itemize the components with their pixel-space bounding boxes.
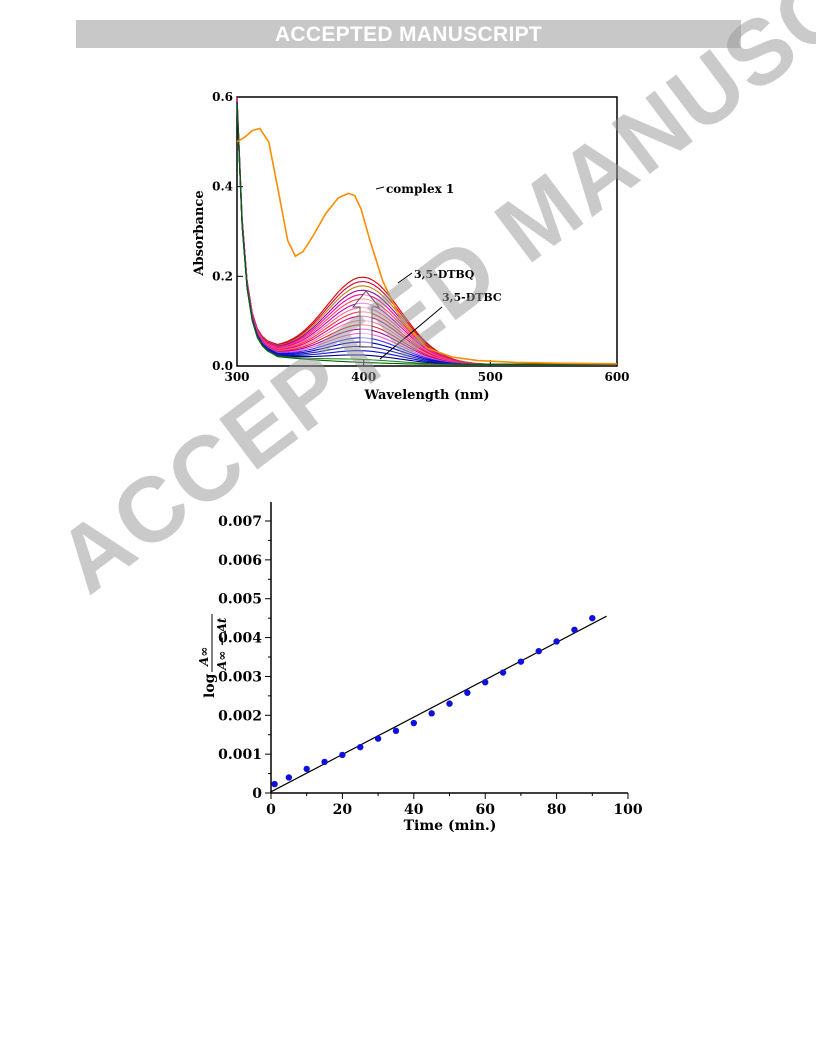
spectrum-line-2 <box>236 96 617 365</box>
x-tick-label: 80 <box>547 802 567 818</box>
increase-arrow-icon <box>351 290 381 348</box>
data-point <box>374 735 382 742</box>
data-point <box>535 647 542 655</box>
y-tick-label: 0.006 <box>218 553 262 569</box>
complex-annotation: complex 1 <box>386 182 454 196</box>
spectrum-line-20 <box>236 103 617 365</box>
spectrum-line-11 <box>236 99 617 365</box>
spectrum-line-4 <box>236 97 617 365</box>
data-point <box>446 700 453 707</box>
svg-text:A∞ − At: A∞ − At <box>215 617 229 671</box>
spectrum-line-14 <box>236 101 617 365</box>
data-point <box>410 719 417 727</box>
spectrum-line-5 <box>236 97 617 365</box>
y-tick-label: 0.004 <box>218 631 262 647</box>
y-tick-label: 0.2 <box>212 269 233 283</box>
spectrum-line-12 <box>236 100 617 365</box>
plot-frame <box>236 96 618 367</box>
y-tick-label: 0.002 <box>218 708 262 724</box>
spectrum-line-8 <box>236 98 617 365</box>
data-point <box>339 751 346 759</box>
x-tick-label: 40 <box>404 802 424 818</box>
data-point <box>428 710 435 717</box>
data-point <box>271 780 278 788</box>
absorbance-spectra-chart: 300 400 500 600 0.0 0.2 0.4 0.6 complex 1 3,5-… <box>192 90 630 403</box>
dtbc-annotation: 3,5-DTBC <box>442 291 502 304</box>
x-tick-label: 500 <box>478 370 503 384</box>
spectrum-line-6 <box>236 98 617 365</box>
y-tick-label: 0.4 <box>212 180 233 194</box>
data-point <box>589 614 596 622</box>
y-tick-label: 0.0 <box>212 359 233 373</box>
data-point <box>571 626 578 633</box>
spectrum-line-15 <box>236 101 617 365</box>
y-tick-label: 0.003 <box>218 669 262 685</box>
kinetics-plot: 0 20 40 60 80 100 0 0.001 0.002 0.003 0.004 0.005 0… <box>197 502 643 834</box>
dtbq-pointer-line <box>397 272 413 284</box>
svg-text:log: log <box>202 673 218 698</box>
x-tick-label: 20 <box>333 802 353 818</box>
complex-1-line <box>236 127 618 365</box>
data-point <box>464 689 471 696</box>
data-point <box>482 679 489 686</box>
x-tick-label: 60 <box>475 802 495 818</box>
x-tick-label: 600 <box>604 370 629 384</box>
accepted-manuscript-banner: ACCEPTED MANUSCRIPT <box>76 20 741 48</box>
y-tick-label: 0 <box>252 786 262 802</box>
data-point <box>303 765 310 773</box>
data-point <box>517 658 525 665</box>
y-tick-label: 0.001 <box>218 747 262 763</box>
spectrum-line-7 <box>236 98 617 365</box>
data-point <box>285 774 293 781</box>
y-tick-label: 0.6 <box>212 90 233 104</box>
spectrum-line-17 <box>236 102 617 365</box>
data-point <box>553 638 560 645</box>
data-point <box>392 727 400 735</box>
data-point <box>499 669 507 676</box>
y-axis-label: Absorbance <box>192 190 207 276</box>
dtbc-pointer-line <box>379 306 443 360</box>
spectrum-line-18 <box>236 102 617 365</box>
x-axis-label: Wavelength (nm) <box>364 388 490 403</box>
spectrum-line-1 <box>236 96 617 365</box>
spectrum-line-10 <box>236 99 617 365</box>
x-tick-label: 400 <box>351 370 376 384</box>
spectrum-line-13 <box>236 100 617 365</box>
complex-pointer-line <box>375 186 385 190</box>
x-tick-label: 100 <box>613 802 642 818</box>
y-tick-label: 0.005 <box>218 592 262 608</box>
spectrum-line-3 <box>236 96 617 365</box>
x-tick-label: 0 <box>266 802 276 818</box>
svg-text:A∞: A∞ <box>197 647 211 667</box>
spectrum-line-9 <box>236 99 617 365</box>
y-axis-label: log A∞ A∞ − At <box>197 614 229 698</box>
x-axis-label: Time (min.) <box>404 818 497 834</box>
data-point <box>321 758 328 766</box>
spectrum-line-19 <box>236 103 617 365</box>
spectrum-line-21 <box>236 103 617 365</box>
spectrum-line-16 <box>236 101 617 365</box>
dtbq-annotation: 3,5-DTBQ <box>414 268 475 281</box>
y-tick-label: 0.007 <box>218 514 262 530</box>
data-point <box>357 743 364 751</box>
x-tick-label: 300 <box>224 370 249 384</box>
